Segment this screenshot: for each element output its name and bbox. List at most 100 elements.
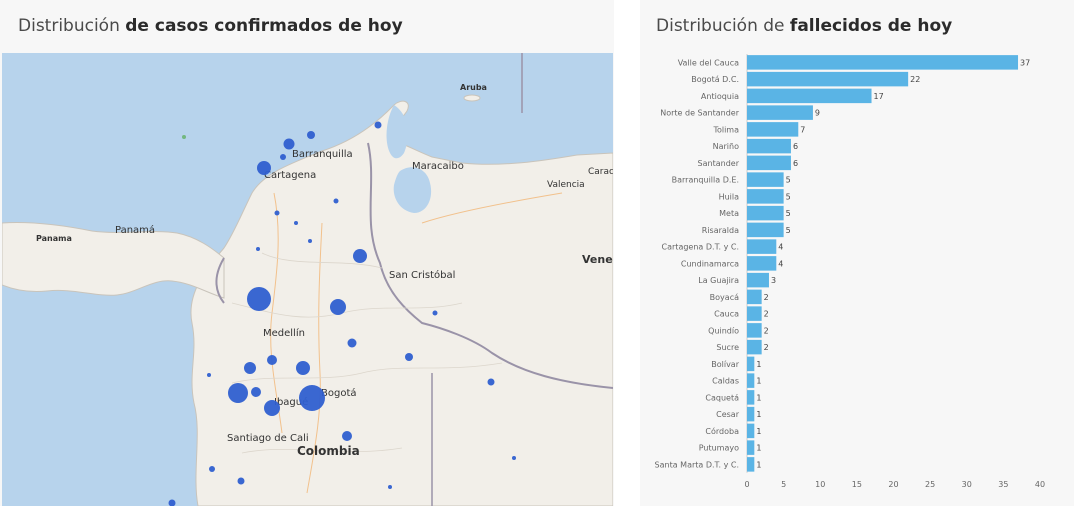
map-label-carac: Carac — [588, 167, 613, 177]
bar[interactable] — [747, 423, 755, 439]
value-label: 5 — [786, 192, 791, 201]
bar[interactable] — [747, 323, 762, 338]
category-label: Boyacá — [710, 293, 739, 302]
lake-maracaibo — [393, 167, 432, 213]
case-bubble — [333, 198, 339, 204]
case-bubble — [228, 383, 248, 403]
deaths-chart-title: Distribución de fallecidos de hoy — [656, 16, 953, 36]
value-label: 2 — [764, 310, 769, 319]
case-bubble — [299, 385, 325, 411]
category-label: Cundinamarca — [681, 259, 739, 268]
category-label: Caquetá — [705, 393, 739, 402]
x-tick-label: 15 — [852, 480, 862, 489]
value-label: 2 — [764, 343, 769, 352]
category-label: Quindío — [708, 326, 739, 335]
value-label: 4 — [778, 259, 783, 268]
map-label-panama-city: Panamá — [115, 224, 155, 236]
bar[interactable] — [747, 356, 755, 372]
cases-map[interactable]: Aruba Barranquilla Cartagena Maracaibo V… — [2, 53, 613, 506]
map-label-san-cristobal: San Cristóbal — [389, 269, 455, 281]
bar[interactable] — [747, 256, 777, 271]
value-label: 2 — [764, 326, 769, 335]
bar[interactable] — [747, 205, 784, 221]
category-label: Nariño — [713, 142, 739, 151]
value-label: 5 — [786, 176, 791, 185]
case-bubble — [330, 299, 346, 315]
bar[interactable] — [747, 105, 813, 120]
bar[interactable] — [747, 55, 1019, 70]
value-label: 7 — [800, 125, 805, 134]
x-tick-label: 30 — [962, 480, 972, 489]
bar[interactable] — [747, 189, 784, 204]
map-label-bogota: Bogotá — [321, 387, 357, 399]
category-label: Meta — [719, 209, 739, 218]
case-bubble — [374, 121, 382, 129]
case-bubble — [307, 131, 315, 139]
bar[interactable] — [747, 272, 769, 288]
case-bubble — [342, 431, 352, 441]
case-bubbles — [168, 121, 516, 506]
bar[interactable] — [747, 71, 909, 87]
bar[interactable] — [747, 373, 755, 388]
bar[interactable] — [747, 88, 872, 104]
bar[interactable] — [747, 440, 755, 455]
panama-land — [2, 221, 225, 299]
category-label: Norte de Santander — [660, 109, 739, 118]
bar[interactable] — [747, 222, 784, 238]
category-label: Putumayo — [699, 444, 739, 453]
map-label-maracaibo: Maracaibo — [412, 161, 464, 172]
bar[interactable] — [747, 289, 762, 305]
bar[interactable] — [747, 122, 799, 137]
bar[interactable] — [747, 390, 755, 405]
category-label: Cesar — [716, 410, 740, 419]
case-bubble — [257, 161, 271, 175]
case-bubble — [388, 485, 392, 489]
x-tick-label: 0 — [744, 480, 749, 489]
value-label: 4 — [778, 243, 783, 252]
category-label: Cauca — [714, 310, 739, 319]
value-label: 3 — [771, 276, 776, 285]
case-bubble — [251, 387, 261, 397]
map-label-colombia: Colombia — [297, 444, 360, 458]
category-label: Santa Marta D.T. y C. — [655, 460, 739, 469]
map-label-vene: Vene — [582, 253, 613, 266]
case-bubble — [347, 338, 357, 348]
bar[interactable] — [747, 172, 784, 187]
map-label-barranquilla: Barranquilla — [292, 149, 353, 160]
category-label: Cartagena D.T. y C. — [662, 243, 739, 252]
bar[interactable] — [747, 457, 755, 472]
category-label: Córdoba — [705, 426, 739, 436]
category-label: Valle del Cauca — [678, 58, 739, 67]
case-bubble — [237, 477, 245, 485]
case-bubble — [432, 310, 438, 316]
value-label: 5 — [786, 226, 791, 235]
value-label: 1 — [756, 460, 761, 469]
category-label: Sucre — [716, 343, 739, 352]
gulf-venezuela — [386, 105, 408, 159]
category-label: Bogotá D.C. — [691, 75, 739, 84]
case-bubble — [294, 221, 298, 225]
case-bubble — [168, 499, 176, 506]
map-label-santiago-de-cali: Santiago de Cali — [227, 433, 309, 444]
case-bubble — [405, 353, 413, 361]
bar[interactable] — [747, 138, 791, 154]
category-label: Tolima — [712, 125, 739, 134]
bar[interactable] — [747, 306, 762, 321]
category-label: Caldas — [712, 377, 739, 386]
case-bubble — [256, 247, 260, 251]
bar[interactable] — [747, 239, 777, 254]
value-label: 1 — [756, 444, 761, 453]
map-label-valencia: Valencia — [547, 180, 585, 190]
value-label: 37 — [1020, 58, 1030, 67]
category-label: La Guajira — [698, 276, 739, 285]
case-bubble — [296, 361, 310, 375]
cases-map-panel: Distribución de casos confirmados de hoy — [2, 16, 613, 506]
case-bubble — [182, 135, 186, 139]
case-bubble — [487, 378, 495, 386]
value-label: 1 — [756, 377, 761, 386]
bar[interactable] — [747, 339, 762, 355]
category-label: Huila — [719, 192, 740, 201]
bar[interactable] — [747, 406, 755, 422]
bar[interactable] — [747, 155, 791, 171]
